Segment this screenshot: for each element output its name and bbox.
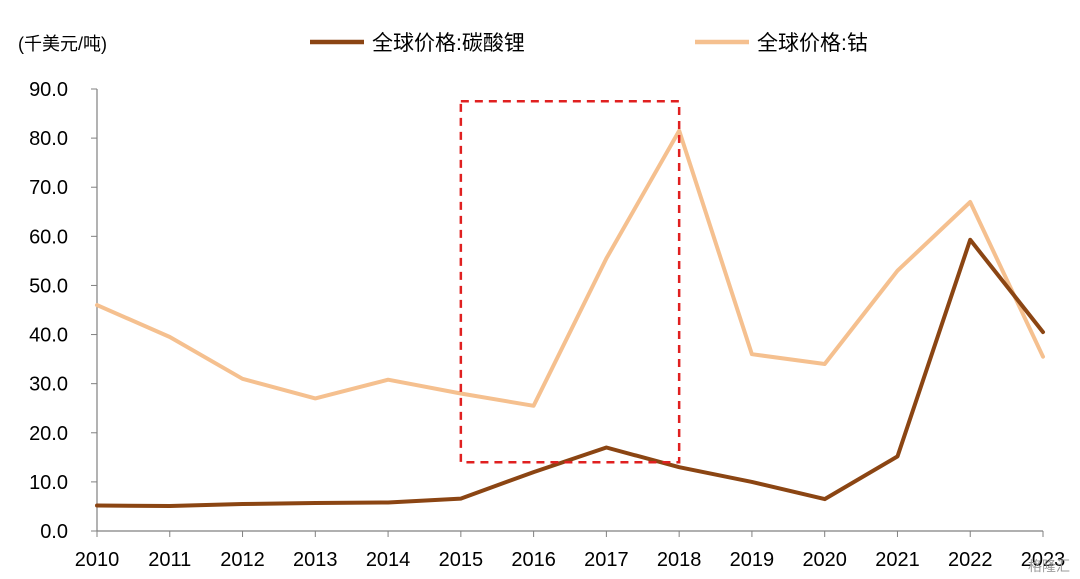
y-tick-label: 10.0 [29, 472, 68, 494]
x-tick-label: 2017 [584, 549, 629, 571]
y-tick-label: 70.0 [29, 177, 68, 199]
x-tick-label: 2010 [75, 549, 120, 571]
x-tick-label: 2018 [657, 549, 702, 571]
x-tick-label: 2021 [875, 549, 920, 571]
x-axis-ticks: 2010 2011 2012 2013 2014 2015 2016 2017 2018 2019… [75, 531, 1066, 571]
x-tick-label: 2020 [802, 549, 847, 571]
legend-label-1: 全球价格:钴 [757, 32, 868, 55]
x-tick-label: 2014 [366, 549, 411, 571]
legend-label-0: 全球价格:碳酸锂 [372, 32, 525, 55]
y-tick-label: 90.0 [29, 79, 68, 101]
y-tick-label: 60.0 [29, 226, 68, 248]
y-tick-label: 50.0 [29, 275, 68, 297]
series-line-1 [95, 128, 1045, 408]
x-tick-label: 2013 [293, 549, 338, 571]
x-tick-label: 2023 [1021, 549, 1066, 571]
legend: 全球价格:碳酸锂 全球价格:钴 [310, 32, 868, 55]
x-tick-label: 2015 [439, 549, 484, 571]
highlight-rect [459, 100, 681, 464]
y-tick-label: 40.0 [29, 325, 68, 347]
y-axis-unit-label: (千美元/吨) [18, 34, 107, 54]
y-tick-label: 20.0 [29, 423, 68, 445]
axes [96, 89, 1043, 532]
series-lines [95, 128, 1045, 508]
y-tick-label: 0.0 [40, 521, 68, 543]
series-line-0 [95, 237, 1045, 508]
watermark-text: 格隆汇 [1028, 558, 1070, 574]
highlight-box [459, 100, 681, 464]
y-axis-ticks: 0.0 10.0 20.0 30.0 40.0 50.0 60.0 70.0 80.0 90.0 [29, 79, 97, 543]
y-tick-label: 30.0 [29, 374, 68, 396]
x-tick-label: 2019 [730, 549, 775, 571]
x-tick-label: 2022 [948, 549, 993, 571]
y-tick-label: 80.0 [29, 128, 68, 150]
x-tick-label: 2016 [511, 549, 556, 571]
x-tick-label: 2012 [220, 549, 265, 571]
x-tick-label: 2011 [148, 549, 191, 571]
